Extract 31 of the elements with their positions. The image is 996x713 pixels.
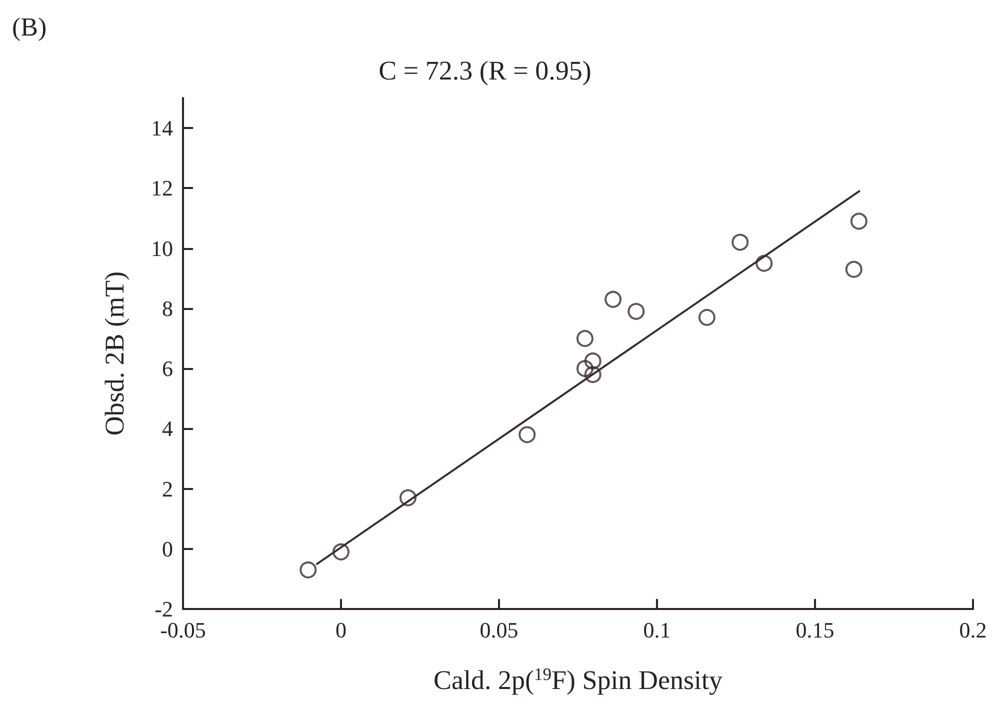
x-tick-label: 0.15 [796,618,834,642]
y-axis-title: Obsd. 2B (mT) [100,271,130,436]
x-tick-label: 0 [336,618,346,642]
point [576,330,594,347]
point [518,426,536,444]
y-tick-label: 14 [151,116,173,141]
point [732,234,749,251]
point [756,254,773,272]
x-tick-label: 0.05 [480,618,518,642]
y-tick-label: 10 [151,236,173,261]
point [584,352,602,370]
y-tick-label: 8 [162,296,173,321]
point [604,290,622,308]
y-tick-label: 12 [151,176,173,201]
chart-title: C = 72.3 (R = 0.95) [378,56,592,86]
x-tick-label: 0.2 [959,618,987,642]
x-tick-label: 0.1 [643,618,671,642]
point [845,260,862,278]
point [628,302,645,320]
point [332,543,350,560]
y-tick-label: 6 [162,356,173,382]
point [576,360,594,378]
point [300,561,317,578]
point [850,212,868,230]
y-tick-label: 4 [162,416,173,442]
text: (B) [12,12,47,42]
y-tick-label: 0 [162,536,173,562]
point [584,366,602,384]
point [400,489,416,506]
point [698,308,716,326]
y-tick-label: 2 [162,476,173,502]
